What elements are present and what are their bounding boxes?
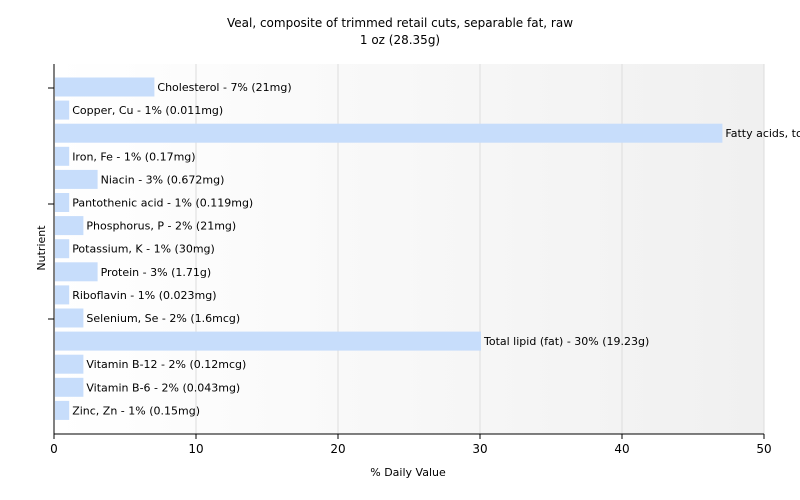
bar: [55, 100, 70, 120]
bar: [55, 308, 84, 328]
y-axis-label: Nutrient: [35, 225, 48, 271]
bar: [55, 169, 98, 189]
bar: [55, 285, 70, 305]
bar: [55, 77, 155, 97]
data-label: Cholesterol - 7% (21mg): [157, 81, 291, 94]
axes: 0 10 20 30 40 50: [48, 64, 772, 456]
data-label: Vitamin B-12 - 2% (0.12mcg): [86, 358, 246, 371]
bar: [55, 331, 481, 351]
x-tick-label: 40: [614, 442, 629, 456]
x-axis-label: % Daily Value: [370, 466, 446, 479]
bar: [55, 123, 723, 143]
bar: [55, 354, 84, 374]
bar: [55, 146, 70, 166]
bars: Cholesterol - 7% (21mg) Copper, Cu - 1% (…: [55, 77, 800, 420]
data-label: Copper, Cu - 1% (0.011mg): [72, 104, 223, 117]
data-label: Selenium, Se - 2% (1.6mcg): [86, 312, 240, 325]
data-label: Vitamin B-6 - 2% (0.043mg): [86, 381, 240, 394]
data-label: Phosphorus, P - 2% (21mg): [86, 220, 236, 233]
data-label: Protein - 3% (1.71g): [101, 266, 212, 279]
x-tick-label: 30: [472, 442, 487, 456]
data-label: Potassium, K - 1% (30mg): [72, 243, 215, 256]
data-label: Niacin - 3% (0.672mg): [101, 173, 225, 186]
data-label: Zinc, Zn - 1% (0.15mg): [72, 404, 200, 417]
data-label: Pantothenic acid - 1% (0.119mg): [72, 197, 253, 210]
data-label: Iron, Fe - 1% (0.17mg): [72, 150, 195, 163]
bar: [55, 216, 84, 236]
bar: [55, 239, 70, 259]
x-tick-label: 10: [188, 442, 203, 456]
chart-title: Veal, composite of trimmed retail cuts, …: [227, 16, 573, 30]
chart-subtitle: 1 oz (28.35g): [360, 33, 440, 47]
x-tick-label: 20: [330, 442, 345, 456]
bar: [55, 193, 70, 212]
x-tick-label: 0: [50, 442, 58, 456]
data-label: Total lipid (fat) - 30% (19.23g): [483, 335, 649, 348]
bar: [55, 377, 84, 397]
x-tick-label: 50: [756, 442, 771, 456]
data-label: Fatty acids, total saturated - 47% (9.33…: [725, 127, 800, 140]
data-label: Riboflavin - 1% (0.023mg): [72, 289, 216, 302]
bar: [55, 262, 98, 282]
bar: [55, 400, 70, 420]
